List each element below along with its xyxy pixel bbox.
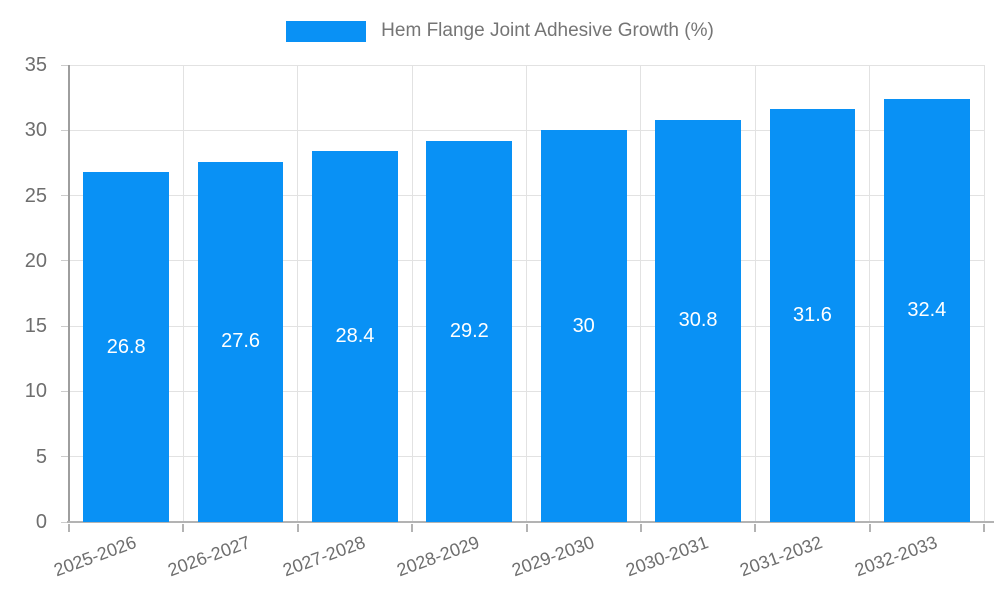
- bar: 30.8: [655, 119, 741, 522]
- y-axis-tick: [61, 390, 69, 392]
- bar: 29.2: [426, 140, 513, 522]
- bar-value-label: 29.2: [449, 319, 489, 342]
- x-axis-tick: [525, 524, 528, 532]
- x-gridline: [411, 65, 413, 522]
- x-gridline: [869, 65, 871, 522]
- x-axis-tick: [411, 524, 414, 532]
- y-tick-label: 0: [35, 511, 47, 533]
- legend: Hem Flange Joint Adhesive Growth (%): [0, 20, 1000, 42]
- y-tick-label: 25: [24, 184, 47, 207]
- x-gridline: [754, 65, 756, 522]
- x-gridline: [182, 65, 184, 522]
- y-axis-tick: [61, 64, 69, 66]
- legend-label: Hem Flange Joint Adhesive Growth (%): [381, 20, 714, 41]
- bar-value-label: 26.8: [106, 335, 146, 358]
- bar-value-label: 30: [572, 314, 595, 337]
- x-gridline: [640, 65, 642, 522]
- x-category-label: 2032-2033: [851, 532, 940, 581]
- bar: 27.6: [197, 161, 284, 522]
- x-gridline: [526, 65, 527, 522]
- x-axis-tick: [68, 524, 70, 532]
- y-tick-label: 10: [24, 380, 47, 403]
- bar-value-label: 32.4: [907, 298, 947, 321]
- x-category-label: 2027-2028: [280, 532, 368, 581]
- y-axis-tick: [61, 129, 69, 131]
- bar-value-label: 28.4: [335, 325, 375, 348]
- y-axis-line: [68, 65, 70, 522]
- x-category-label: 2031-2032: [737, 532, 826, 581]
- x-category-label: 2025-2026: [51, 532, 140, 581]
- x-category-label: 2026-2027: [165, 532, 254, 581]
- bar-value-label: 27.6: [221, 330, 261, 353]
- x-axis-line: [67, 521, 994, 523]
- x-axis-tick: [754, 524, 757, 532]
- plot-area: 26.8 27.6 28.4 29.2 30 30.8 31.6 32.4: [61, 64, 994, 532]
- x-gridline: [983, 65, 985, 522]
- y-tick-label: 20: [24, 249, 47, 272]
- bar: 32.4: [883, 98, 970, 522]
- y-tick-label: 35: [24, 54, 47, 76]
- bar: 31.6: [769, 109, 856, 522]
- bar-value-label: 30.8: [678, 309, 718, 332]
- x-axis-tick: [296, 524, 299, 532]
- y-axis-tick: [61, 521, 69, 523]
- bar: 28.4: [312, 151, 398, 522]
- x-axis-tick: [639, 524, 642, 532]
- y-axis-tick: [61, 260, 69, 262]
- y-axis-tick: [61, 456, 69, 458]
- y-tick-label: 15: [24, 315, 47, 338]
- x-gridline: [297, 65, 299, 522]
- y-axis-tick: [61, 195, 69, 197]
- bar: 26.8: [83, 172, 170, 522]
- y-tick-label: 5: [35, 445, 47, 468]
- x-axis-tick: [983, 524, 985, 532]
- bar: 30: [540, 130, 627, 522]
- x-category-label: 2030-2031: [623, 532, 711, 581]
- y-axis-tick: [61, 325, 69, 327]
- x-category-label: 2028-2029: [394, 532, 483, 581]
- legend-swatch: [286, 20, 367, 42]
- x-axis-tick: [868, 524, 871, 532]
- bar-value-label: 31.6: [792, 304, 832, 327]
- x-category-label: 2029-2030: [508, 532, 597, 581]
- y-tick-label: 30: [24, 119, 47, 142]
- x-axis-tick: [182, 524, 185, 532]
